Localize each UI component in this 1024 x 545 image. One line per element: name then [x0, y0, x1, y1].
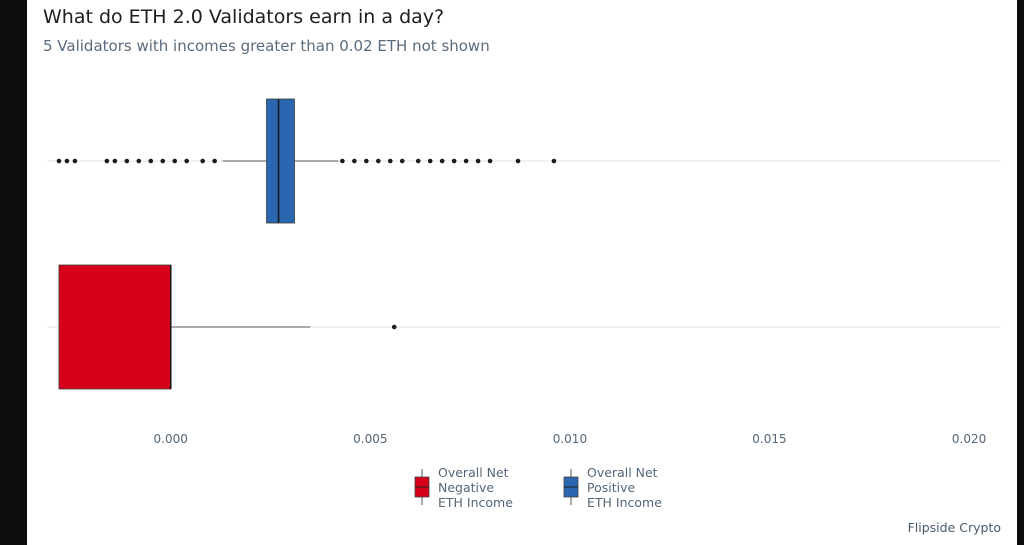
outlier-point — [104, 158, 110, 164]
legend-label-positive: Overall Net Positive ETH Income — [587, 465, 662, 510]
outlier-point — [399, 158, 405, 164]
outlier-point — [184, 158, 190, 164]
boxplot-key-icon — [563, 469, 579, 505]
outlier-point — [136, 158, 142, 164]
outlier-point — [515, 158, 521, 164]
boxplot-key-icon — [414, 469, 430, 505]
x-tick-label: 0.015 — [752, 432, 786, 446]
boxplot-chart: 0.000 0.005 0.010 0.015 0.020 — [47, 98, 1001, 446]
outlier-point — [463, 158, 469, 164]
x-tick-label: 0.000 — [154, 432, 188, 446]
x-tick-label: 0.005 — [353, 432, 387, 446]
outlier-point — [376, 158, 381, 164]
outlier-point — [391, 324, 397, 330]
chart-subtitle: 5 Validators with incomes greater than 0… — [43, 37, 490, 55]
outlier-point — [148, 158, 154, 164]
legend-item-negative: Overall Net Negative ETH Income — [413, 465, 548, 513]
legend-label-negative: Overall Net Negative ETH Income — [438, 465, 513, 510]
chart-title: What do ETH 2.0 Validators earn in a day… — [43, 6, 445, 28]
outlier-point — [364, 158, 369, 164]
outlier-point — [475, 158, 481, 164]
outlier-point — [56, 158, 62, 164]
outlier-point — [487, 158, 493, 164]
box-negative — [58, 264, 172, 390]
legend-item-positive: Overall Net Positive ETH Income — [562, 465, 697, 513]
outlier-point — [451, 158, 457, 164]
outlier-point — [415, 158, 421, 164]
x-tick-label: 0.020 — [952, 432, 986, 446]
outlier-point — [439, 158, 445, 164]
outlier-point — [172, 158, 178, 164]
outlier-point — [112, 158, 118, 164]
chart-card: What do ETH 2.0 Validators earn in a day… — [27, 0, 1017, 545]
outlier-point — [64, 158, 70, 164]
outlier-point — [340, 158, 345, 164]
outlier-point — [551, 158, 557, 164]
outlier-point — [212, 158, 217, 164]
outlier-point — [124, 158, 130, 164]
outlier-point — [160, 158, 166, 164]
outlier-point — [200, 158, 205, 164]
chart-legend: Overall Net Negative ETH Income Overall … — [413, 465, 697, 513]
outlier-point — [387, 158, 393, 164]
box-positive — [266, 98, 295, 224]
outlier-point — [352, 158, 357, 164]
outlier-point — [72, 158, 78, 164]
outlier-point — [427, 158, 433, 164]
source-caption: Flipside Crypto — [907, 520, 1001, 535]
x-tick-label: 0.010 — [553, 432, 587, 446]
